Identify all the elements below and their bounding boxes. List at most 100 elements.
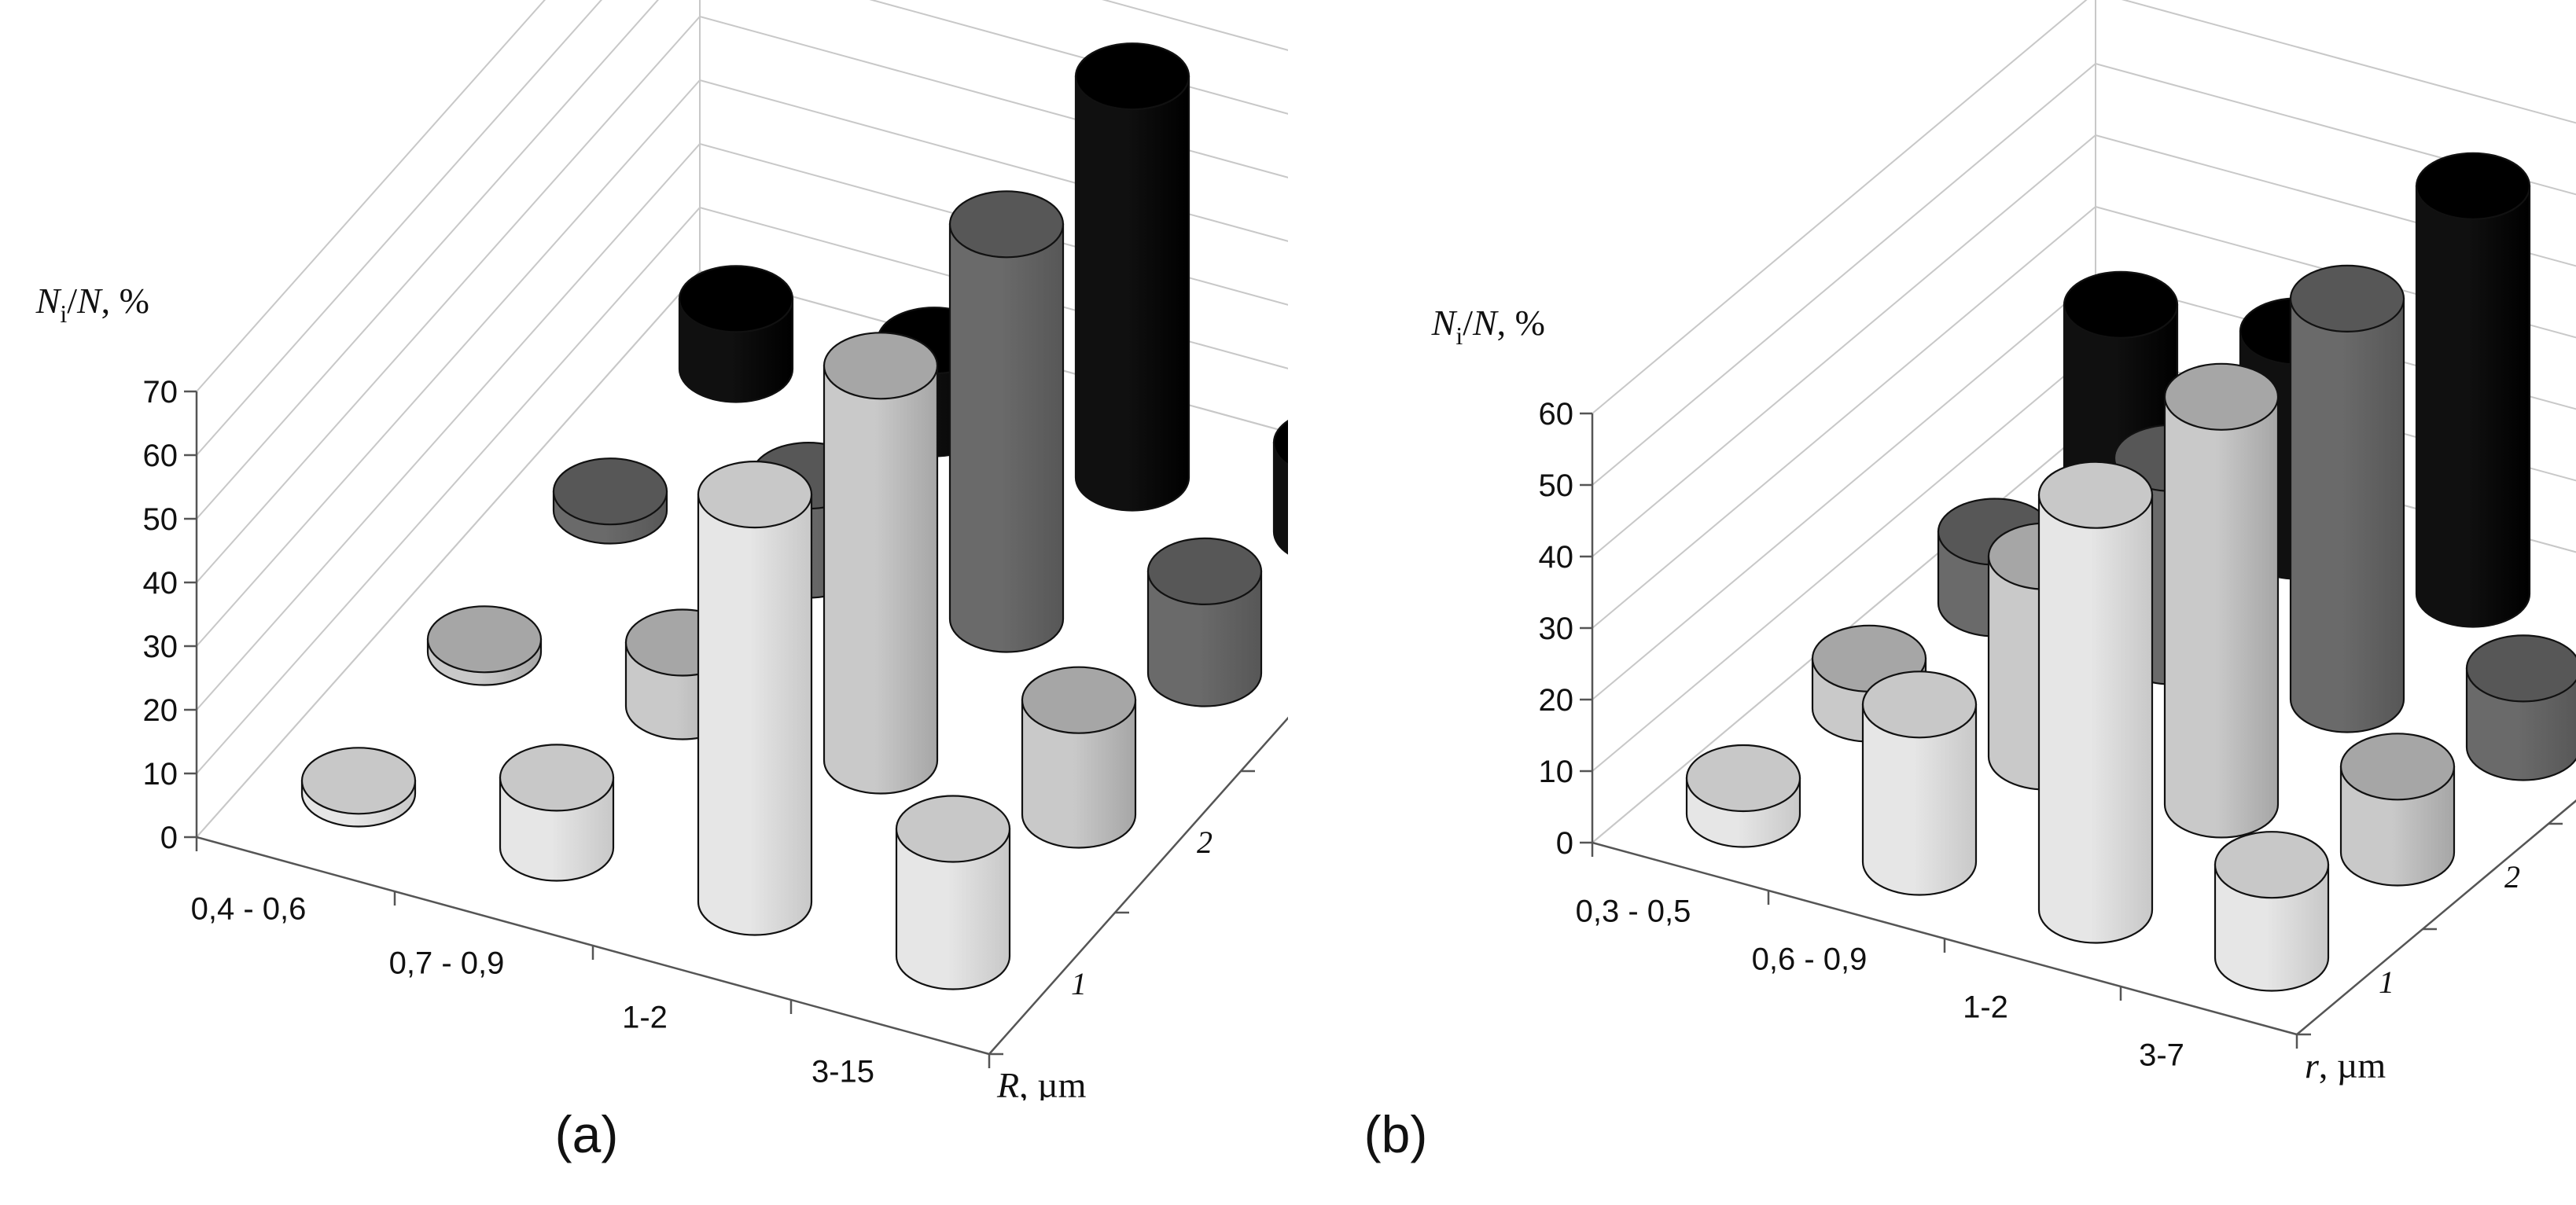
x-axis-title-var: R xyxy=(996,1065,1019,1100)
cylinder-top xyxy=(1021,666,1137,734)
cylinder-bar xyxy=(300,747,417,828)
cylinder-bar xyxy=(2465,634,2576,781)
y-tick-label: 10 xyxy=(1539,755,1574,789)
cylinder-bar xyxy=(2415,152,2531,628)
y-tick-label: 40 xyxy=(1539,540,1574,575)
y-tick-label: 30 xyxy=(143,630,178,664)
cylinder-top xyxy=(2415,152,2531,220)
cylinder-side xyxy=(1146,570,1263,707)
cylinder-top xyxy=(2063,270,2179,339)
depth-label: 2 xyxy=(1197,825,1213,860)
cylinder-top xyxy=(697,460,813,529)
cylinder-bar xyxy=(2163,362,2280,839)
y-tick-label: 70 xyxy=(143,375,178,410)
cylinder-bar xyxy=(426,605,543,686)
x-category-label: 0,4 - 0,6 xyxy=(191,892,307,927)
cylinder-top xyxy=(2037,461,2154,529)
cylinder-bar xyxy=(1146,537,1263,707)
chart-a-svg: 0 10 20 30 40 50 60 70 0,4 - 0,6 0,7 - 0,9 1-2 3-15… xyxy=(35,0,1288,1100)
cylinder-side xyxy=(2339,766,2456,887)
caption-b: (b) xyxy=(1363,1105,1428,1163)
x-axis-title: r, µm xyxy=(2305,1045,2386,1086)
y-axis-title-sub: i xyxy=(60,299,67,328)
cylinder-side xyxy=(948,223,1065,653)
cylinder-side xyxy=(2163,395,2280,839)
y-tick-label: 20 xyxy=(143,693,178,728)
cylinder-bar xyxy=(499,744,615,882)
chart-panel-a: 0 10 20 30 40 50 60 70 0,4 - 0,6 0,7 - 0,9 1-2 3-15… xyxy=(35,0,1288,1100)
x-category-label: 3-15 xyxy=(811,1055,874,1089)
y-tick-label: 50 xyxy=(1539,468,1574,503)
x-axis-title-unit: , µm xyxy=(2319,1045,2386,1086)
depth-label: 1 xyxy=(2379,964,2394,1000)
cylinder-top xyxy=(1861,670,1978,739)
cylinder-bar xyxy=(552,457,668,545)
x-category-label: 1-2 xyxy=(622,1001,668,1035)
cylinder-top xyxy=(300,747,417,815)
depth-label: 1 xyxy=(1071,966,1087,1001)
chart-0-plot: 0 10 20 30 40 50 60 70 0,4 - 0,6 0,7 - 0,9 1-2 3-15… xyxy=(35,0,1288,1100)
cylinder-side xyxy=(2214,864,2330,992)
y-axis-title-var: N xyxy=(1431,303,1458,343)
cylinder-side xyxy=(1272,442,1288,555)
y-axis-title-slash: / xyxy=(1463,303,1473,343)
gridline xyxy=(196,0,1288,520)
x-category-label: 0,7 - 0,9 xyxy=(389,946,505,981)
cylinder-side xyxy=(2037,494,2154,944)
y-axis-title: Ni/N, % xyxy=(1431,303,1545,350)
cylinder-bar xyxy=(1074,42,1190,512)
cylinder-side xyxy=(2289,297,2405,733)
cylinder-top xyxy=(499,744,615,812)
y-axis-title-var2: N xyxy=(76,281,103,321)
cylinder-top xyxy=(2163,362,2280,431)
cylinder-side xyxy=(1021,699,1137,849)
cylinder-top xyxy=(1272,420,1288,466)
y-axis-title-var: N xyxy=(35,281,62,321)
cylinder-bar xyxy=(1861,670,1978,896)
x-axis-title-unit: , µm xyxy=(1019,1065,1087,1100)
cylinder-top xyxy=(948,190,1065,259)
y-axis-title-var2: N xyxy=(1472,303,1499,343)
cylinder-top xyxy=(895,795,1011,863)
cylinder-side xyxy=(697,494,813,936)
cylinder-bar xyxy=(2339,733,2456,887)
x-axis-title: R, µm xyxy=(996,1065,1087,1100)
y-axis-title-sub: i xyxy=(1455,321,1463,350)
cylinder-top xyxy=(1074,42,1190,111)
cylinder-top xyxy=(1146,537,1263,606)
cylinder-top xyxy=(678,265,794,333)
y-tick-label: 10 xyxy=(143,757,178,792)
cylinder-bar xyxy=(1021,666,1137,849)
cylinder-side xyxy=(822,365,939,795)
x-category-label: 0,6 - 0,9 xyxy=(1752,942,1868,977)
floor-edge xyxy=(196,270,1288,838)
y-tick-label: 60 xyxy=(143,439,178,473)
x-category-label: 3-7 xyxy=(2139,1038,2184,1073)
y-tick-label: 60 xyxy=(1539,397,1574,432)
cylinder-bar xyxy=(678,265,794,403)
cylinder-bar xyxy=(2214,831,2330,992)
cylinder-top xyxy=(2465,634,2576,703)
cylinder-top xyxy=(552,457,668,526)
cylinder-bar xyxy=(2289,264,2405,733)
cylinder-side xyxy=(1861,704,1978,896)
y-tick-label: 0 xyxy=(160,821,178,855)
cylinder-bar xyxy=(948,190,1065,653)
y-axis-title-unit: , % xyxy=(101,281,149,321)
y-tick-label: 40 xyxy=(143,566,178,601)
cylinder-side xyxy=(2415,185,2531,628)
cylinder-top xyxy=(1685,744,1801,813)
cylinder-side xyxy=(1074,75,1190,512)
y-tick-label: 20 xyxy=(1539,683,1574,718)
cylinder-bar xyxy=(2037,461,2154,944)
y-axis-title: Ni/N, % xyxy=(35,281,149,328)
cylinder-top xyxy=(822,332,939,400)
y-tick-label: 50 xyxy=(143,502,178,537)
cylinder-bar xyxy=(697,460,813,936)
cylinder-bar xyxy=(895,795,1011,990)
cylinder-side xyxy=(895,828,1011,990)
cylinder-top xyxy=(2289,264,2405,332)
